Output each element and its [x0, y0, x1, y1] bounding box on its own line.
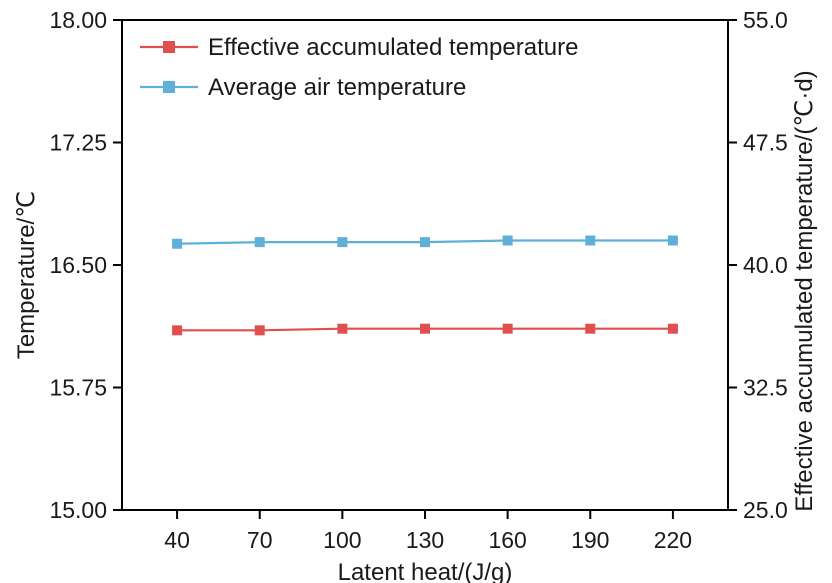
series-marker: [502, 235, 513, 246]
right-axis-tick-label: 32.5: [743, 375, 788, 401]
series-marker: [337, 237, 348, 248]
x-axis-tick-label: 190: [571, 527, 609, 553]
series-marker: [420, 237, 430, 248]
x-axis-title: Latent heat/(J/g): [338, 559, 513, 583]
series-marker: [337, 323, 348, 334]
legend-label: Effective accumulated temperature: [208, 34, 578, 61]
series-marker: [254, 325, 265, 336]
right-axis-title: Effective accumulated temperature/(℃·d): [791, 70, 818, 511]
right-axis-tick-label: 25.0: [743, 497, 788, 523]
series-marker: [502, 323, 513, 334]
x-axis-tick-label: 100: [323, 527, 361, 553]
right-axis-tick-label: 40.0: [743, 252, 788, 278]
left-axis-tick-label: 16.50: [49, 252, 107, 278]
series-marker: [172, 325, 183, 336]
series-marker: [585, 323, 596, 334]
x-axis-tick-label: 40: [164, 527, 190, 553]
x-axis-tick-label: 130: [406, 527, 444, 553]
right-axis-tick-label: 47.5: [743, 130, 788, 156]
x-axis-tick-label: 220: [654, 527, 692, 553]
x-axis-tick-label: 160: [488, 527, 526, 553]
left-axis-tick-label: 17.25: [49, 130, 107, 156]
legend-marker: [163, 41, 175, 53]
series-marker: [667, 323, 678, 334]
left-axis-tick-label: 18.00: [49, 7, 107, 33]
legend-marker: [163, 81, 175, 93]
left-axis-title: Temperature/℃: [13, 191, 40, 359]
left-axis-tick-label: 15.00: [49, 497, 107, 523]
right-axis-tick-label: 55.0: [743, 7, 788, 33]
series-marker: [585, 235, 596, 246]
plot-frame: [121, 19, 729, 511]
left-axis-tick-label: 15.75: [49, 375, 107, 401]
legend-label: Average air temperature: [208, 74, 466, 101]
series-marker: [667, 235, 678, 246]
series-marker: [420, 323, 430, 334]
series-marker: [172, 238, 183, 249]
x-axis-tick-label: 70: [247, 527, 273, 553]
series-marker: [254, 237, 265, 248]
